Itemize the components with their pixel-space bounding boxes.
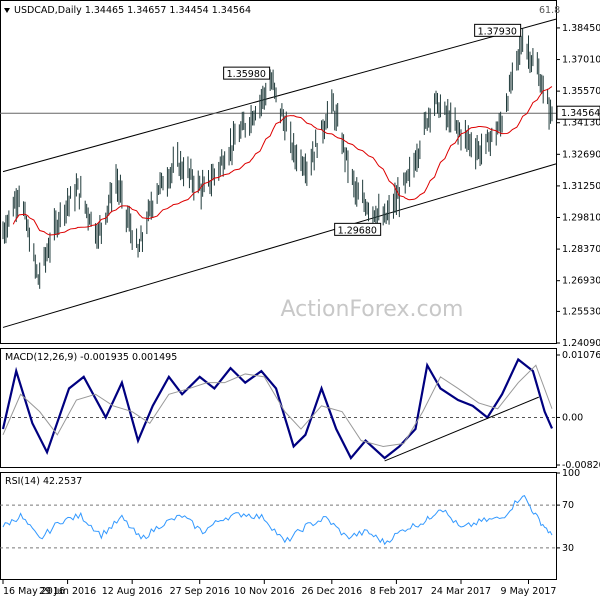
macd-line bbox=[1, 357, 554, 461]
rsi-title: RSI(14) 42.2537 bbox=[5, 476, 82, 487]
macd-trendline bbox=[384, 396, 539, 462]
annotation-box bbox=[334, 222, 382, 236]
price-tick-label: 1.24090 bbox=[562, 338, 600, 349]
x-tick-label: 16 May 2016 bbox=[3, 586, 65, 597]
macd-tick-label: 0.010768 bbox=[562, 350, 600, 361]
rsi-tick-label: 70 bbox=[562, 500, 574, 511]
channel-line-lower bbox=[2, 163, 557, 328]
current-price-box bbox=[556, 105, 600, 120]
macd-title: MACD(12,26,9) -0.001935 0.001495 bbox=[5, 352, 177, 363]
x-tick-label: 29 Jun 2016 bbox=[39, 586, 96, 597]
price-tick-label: 1.26930 bbox=[562, 276, 600, 287]
price-tick-label: 1.37010 bbox=[562, 55, 600, 66]
rsi-panel-frame bbox=[0, 472, 557, 580]
price-tick-label: 1.35570 bbox=[562, 86, 600, 97]
annotation-label: 1.35980 bbox=[227, 69, 266, 80]
macd-layer bbox=[0, 357, 556, 462]
price-tick-label: 1.28370 bbox=[562, 244, 600, 255]
rsi-layer bbox=[0, 495, 556, 549]
x-tick-label: 12 Aug 2016 bbox=[102, 586, 163, 597]
axis-layer: 1.38450 1.37010 1.35570 1.34130 1.32690 1.312… bbox=[2, 23, 600, 597]
watermark: ActionForex.com bbox=[281, 297, 464, 322]
annotation-label: 1.29680 bbox=[338, 225, 377, 236]
sma-line bbox=[12, 86, 553, 236]
price-tick-label: 1.34130 bbox=[562, 118, 600, 129]
price-panel-frame bbox=[0, 0, 557, 344]
channel-line-upper bbox=[2, 18, 557, 173]
price-tick-label: 1.31250 bbox=[562, 181, 600, 192]
price-tick-label: 1.25530 bbox=[562, 306, 600, 317]
macd-tick-label: 0.00 bbox=[562, 412, 583, 423]
annotation-box bbox=[223, 66, 271, 80]
current-price-label: 1.34564 bbox=[561, 108, 600, 119]
chart-title: USDCAD,Daily 1.34465 1.34657 1.34454 1.3… bbox=[14, 5, 251, 16]
macd-signal-line bbox=[2, 364, 553, 447]
x-tick-label: 10 Nov 2016 bbox=[234, 586, 295, 597]
price-tick-label: 1.38450 bbox=[562, 23, 600, 34]
rsi-tick-label: 100 bbox=[562, 468, 580, 479]
annotation-label: 1.37930 bbox=[478, 26, 517, 37]
macd-panel-frame bbox=[0, 348, 557, 468]
x-tick-label: 9 May 2017 bbox=[501, 586, 557, 597]
price-layer: 1.37930 1.35980 1.29680 bbox=[0, 18, 557, 328]
price-tick-label: 1.32690 bbox=[562, 149, 600, 160]
rsi-line bbox=[2, 495, 553, 546]
x-tick-label: 24 Mar 2017 bbox=[431, 586, 491, 597]
macd-tick-label: -0.008203 bbox=[562, 460, 600, 471]
fib-label: 61.8 bbox=[539, 5, 560, 16]
price-tick-label: 1.29810 bbox=[562, 213, 600, 224]
dropdown-triangle-icon[interactable] bbox=[4, 8, 10, 13]
x-tick-label: 26 Dec 2016 bbox=[301, 586, 362, 597]
annotation-box bbox=[474, 23, 522, 37]
x-tick-label: 27 Sep 2016 bbox=[170, 586, 230, 597]
rsi-tick-label: 30 bbox=[562, 543, 574, 554]
x-tick-label: 8 Feb 2017 bbox=[370, 586, 423, 597]
